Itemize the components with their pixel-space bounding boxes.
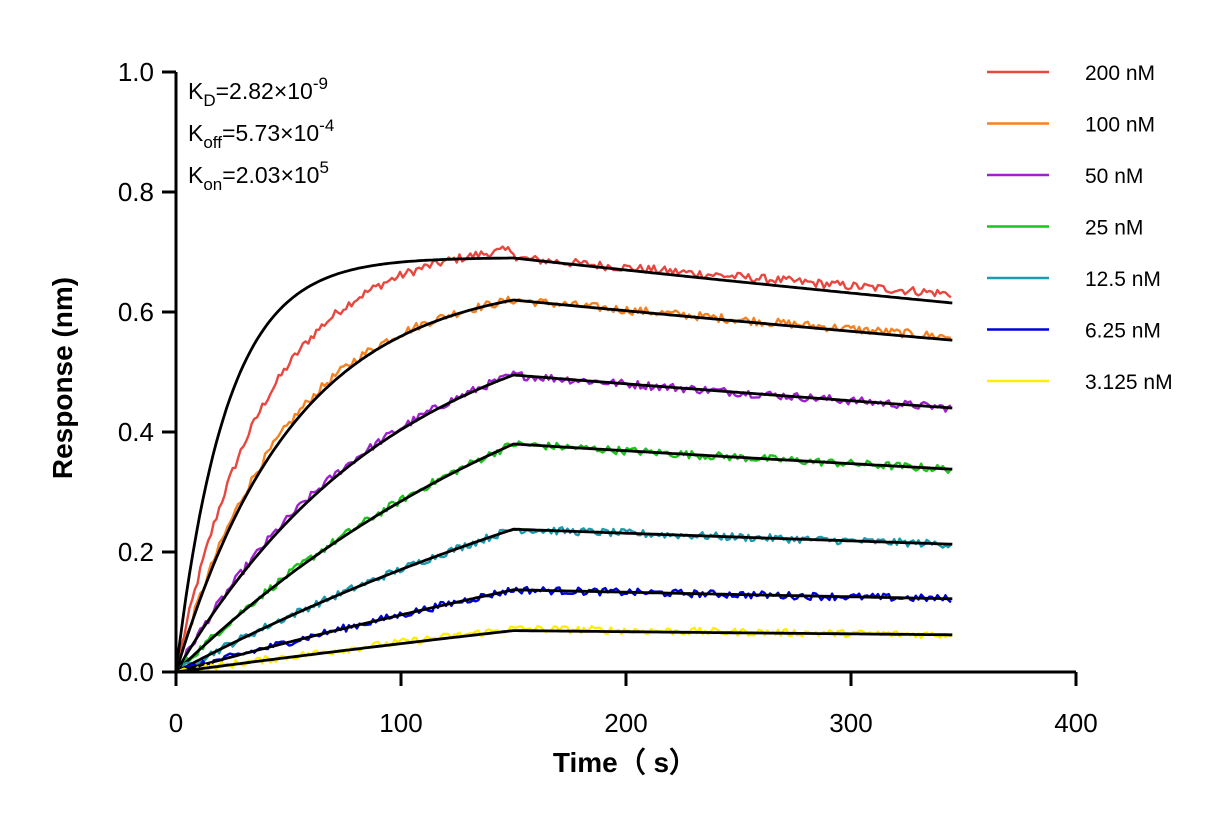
kd-annotation: KD=2.82×10-9 [188,74,328,110]
fit-curve-50-nM [174,373,953,673]
legend-label: 3.125 nM [1085,371,1173,394]
legend-label: 12.5 nM [1085,268,1161,291]
y-tick-label: 0.8 [118,177,154,207]
fit-curve-100-nM [174,298,953,673]
data-curve-50-nM [174,370,952,673]
y-tick-label: 0.6 [118,297,154,327]
fit-curve-200-nM [174,256,953,673]
x-tick-label: 400 [1054,708,1097,738]
y-tick-label: 0.0 [118,657,154,687]
fit-curve-25-nM [175,442,953,674]
koff-annotation: Koff=5.73×10-4 [188,116,334,152]
legend-label: 200 nM [1085,62,1155,85]
x-tick-label: 0 [169,708,183,738]
y-axis-title: Response (nm) [47,277,78,479]
x-tick-label: 200 [604,708,647,738]
curves-layer [174,245,953,674]
y-tick-label: 0.4 [118,417,154,447]
kinetic-constants: KD=2.82×10-9 Koff=5.73×10-4 Kon=2.03×105 [188,74,334,194]
x-tick-label: 300 [829,708,872,738]
x-ticks: 0 100 200 300 400 [169,672,1098,738]
legend-label: 50 nM [1085,165,1143,188]
x-axis-title: Time（ s） [553,746,697,778]
x-tick-label: 100 [379,708,422,738]
y-tick-label: 0.2 [118,537,154,567]
legend: 200 nM 100 nM 50 nM 25 nM 12.5 nM 6.25 nM 3.12… [987,62,1173,394]
fit-curve-3-125-nM [175,629,953,674]
data-curve-6-25-nM [175,585,952,674]
data-curve-200-nM [174,245,952,673]
legend-label: 6.25 nM [1085,320,1161,343]
data-curve-25-nM [175,440,952,673]
fit-curve-6-25-nM [175,588,953,674]
fit-curve-12-5-nM [175,527,953,674]
y-ticks: 0.0 0.2 0.4 0.6 0.8 1.0 [118,57,176,687]
legend-label: 25 nM [1085,217,1143,240]
kon-annotation: Kon=2.03×105 [188,158,329,194]
legend-label: 100 nM [1085,114,1155,137]
data-curve-100-nM [174,295,952,673]
y-tick-label: 1.0 [118,57,154,87]
